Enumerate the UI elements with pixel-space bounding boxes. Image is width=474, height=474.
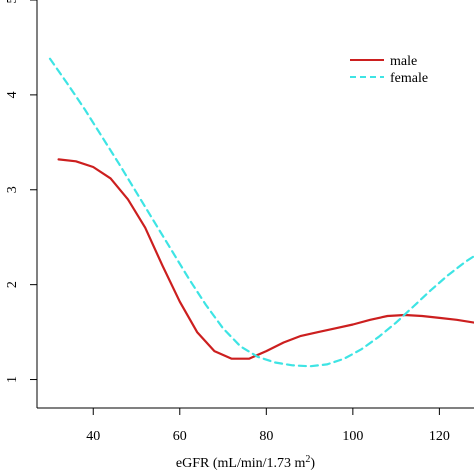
x-axis-title-superscript: 2 [305,454,310,465]
x-tick-label: 40 [86,429,100,444]
series-line-male [57,158,474,360]
x-tick-label: 80 [259,429,273,444]
y-tick-label: 5 [5,0,20,4]
legend: male female [350,54,428,86]
series-lines [48,57,474,368]
y-tick-label: 2 [5,281,20,288]
legend-label-female: female [390,71,428,86]
y-tick-label: 4 [5,91,20,98]
x-tick-label: 120 [429,429,450,444]
y-axis-ticks: 1 2 3 4 5 [5,0,37,383]
x-axis-title: eGFR (mL/min/1.73 m2) [176,454,316,472]
x-tick-label: 100 [342,429,363,444]
plot-area [36,0,474,409]
legend-label-male: male [390,54,417,69]
y-tick-label: 1 [5,376,20,383]
x-tick-label: 60 [173,429,187,444]
x-axis-title-close: ) [310,456,315,471]
x-axis-title-text: eGFR (mL/min/1.73 m [176,456,306,471]
series-line-female [48,57,474,368]
y-tick-label: 3 [5,186,20,193]
x-axis-ticks: 40 60 80 100 120 [86,408,450,444]
